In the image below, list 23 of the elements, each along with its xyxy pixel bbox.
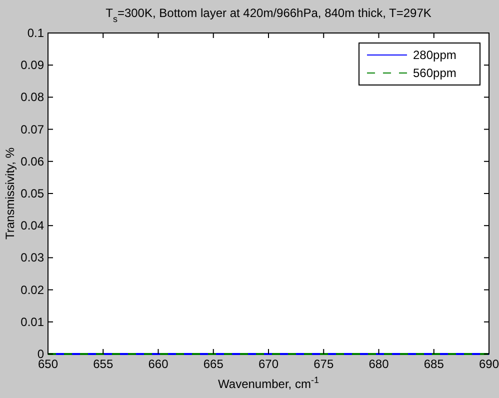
legend-label: 560ppm bbox=[413, 66, 456, 80]
x-tick-label: 655 bbox=[93, 357, 114, 371]
x-tick-label: 665 bbox=[203, 357, 224, 371]
y-tick-label: 0.07 bbox=[20, 122, 44, 136]
y-tick-label: 0.01 bbox=[20, 314, 44, 329]
x-tick-label: 660 bbox=[148, 357, 169, 371]
y-tick-label: 0.09 bbox=[20, 58, 44, 72]
x-tick-label: 690 bbox=[478, 357, 499, 371]
chart-title: T$_{s}$=300K, Bottom layer at 420m/966hPa, 840m thick, T=297K bbox=[106, 6, 432, 24]
x-tick-label: 670 bbox=[258, 357, 279, 371]
y-tick-label: 0.04 bbox=[20, 218, 44, 233]
y-tick-label: 0.06 bbox=[20, 154, 44, 168]
y-tick-label: 0.08 bbox=[20, 90, 44, 104]
y-tick-label: 0.05 bbox=[20, 186, 44, 200]
x-axis-title: Wavenumber, cm$^{-1}$ bbox=[218, 375, 319, 391]
legend-label: 280ppm bbox=[413, 48, 456, 62]
x-tick-label: 675 bbox=[314, 357, 334, 371]
y-tick-label: 0.03 bbox=[20, 250, 44, 265]
y-tick-label: 0.02 bbox=[20, 282, 44, 297]
x-tick-label: 680 bbox=[368, 357, 390, 371]
x-tick-label: 685 bbox=[424, 357, 444, 371]
y-tick-label: 0.1 bbox=[27, 26, 44, 40]
y-axis-title: Transmissivity, % bbox=[3, 147, 17, 240]
